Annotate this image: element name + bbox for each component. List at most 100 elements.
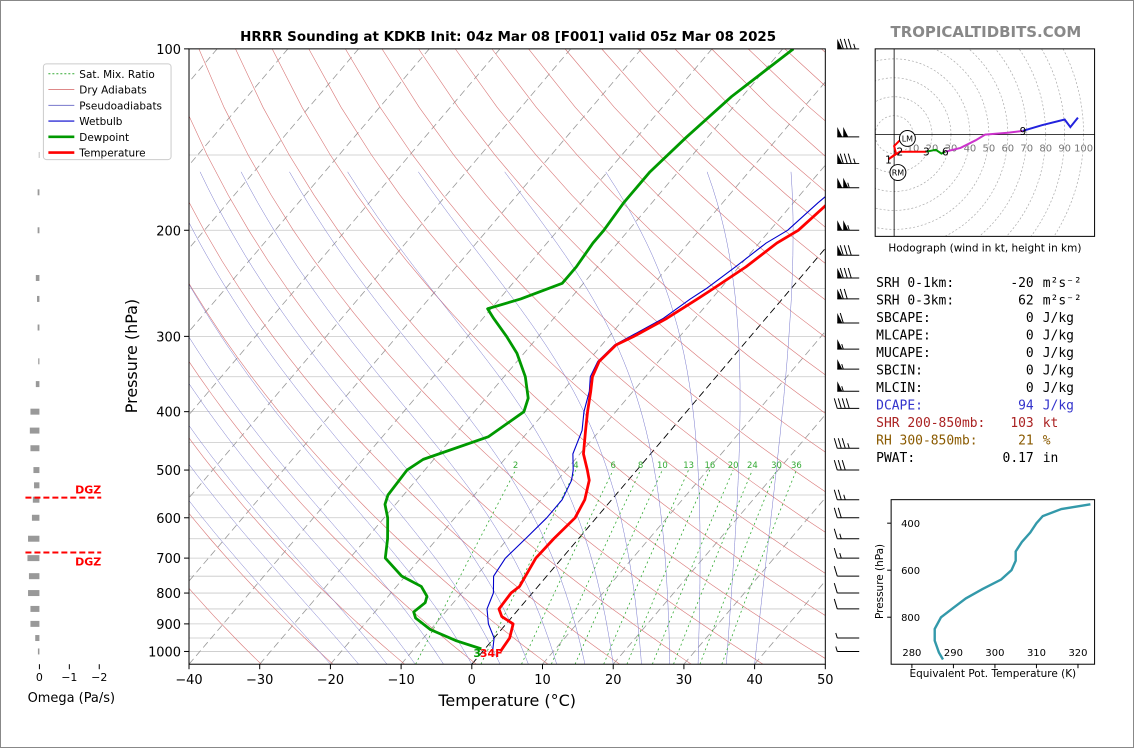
stat-value: 0 [1026, 329, 1034, 344]
barb-flag [843, 288, 848, 300]
omega-bar [37, 227, 40, 234]
stat-unit: kt [1043, 416, 1059, 431]
stat-unit: % [1043, 433, 1051, 448]
isotherm [189, 48, 359, 249]
mixing-ratio-line [550, 469, 641, 665]
stat-unit: m²s⁻² [1043, 276, 1082, 291]
stat-value: 0 [1026, 311, 1034, 326]
wind-barb [833, 459, 860, 471]
wind-barb [833, 566, 860, 577]
barb-flag [839, 38, 844, 50]
barb-pennant [837, 126, 843, 137]
isotherm [189, 48, 713, 665]
wind-barb [837, 245, 860, 256]
barb-pennant [837, 339, 843, 350]
hodograph-segment [926, 148, 946, 155]
barb-flag [843, 153, 848, 164]
omega-bar [28, 573, 40, 580]
skewt-plot-frame [189, 48, 826, 665]
theta-e-x-axis-label: Equivalent Pot. Temperature (K) [910, 668, 1077, 680]
omega-bar [34, 482, 40, 489]
x-tick-label: 30 [676, 673, 692, 688]
barb-flag [841, 398, 846, 409]
moist-adiabat [240, 171, 557, 665]
x-tick-label: −40 [175, 673, 202, 688]
y-tick-label: 800 [156, 587, 181, 602]
dewpoint-line [383, 48, 795, 651]
barb-pennant [837, 38, 843, 49]
legend-label: Pseudoadiabats [79, 100, 162, 112]
omega-x-axis-label: Omega (Pa/s) [28, 691, 115, 706]
surface-temperature-label: 34F [480, 647, 503, 660]
wind-barb [837, 267, 860, 279]
barb-flag [843, 267, 848, 279]
isotherm [330, 81, 826, 665]
hodograph-rings: 10 20 30 40 50 60 70 80 90 100 [875, 48, 1095, 237]
wind-barb [837, 38, 860, 50]
barb-half [841, 386, 844, 392]
surface-labels: 3 34F [473, 647, 502, 660]
omega-bar [28, 590, 40, 597]
barb-flag [837, 459, 842, 471]
hodograph-ring-label: 30 [945, 144, 958, 155]
y-tick-label: 500 [156, 464, 181, 479]
barb-flag [833, 459, 838, 471]
stat-unit: J/kg [1043, 398, 1074, 413]
barb-pennant [843, 126, 849, 137]
mixing-ratio-label: 20 [728, 460, 739, 470]
omega-bar [29, 427, 40, 434]
theta-e-ticks: 280 290 300 310 320 400 600 800 [887, 519, 1087, 669]
mixing-ratio-line [603, 469, 689, 665]
barb-pennant [837, 359, 843, 370]
barb-half [839, 533, 842, 539]
mixing-ratio-line [699, 469, 777, 665]
wetbulb-line [486, 195, 826, 652]
dry-adiabat [381, 48, 826, 493]
hodograph-height-label: 3 [923, 147, 930, 159]
isotherm [471, 247, 826, 665]
hodograph-segment [945, 129, 1024, 153]
moist-adiabat [189, 383, 416, 665]
barb-pennant [843, 177, 849, 188]
theta-e-x-tick-label: 300 [985, 648, 1004, 659]
omega-tick-label: −2 [91, 671, 107, 684]
mixing-ratio-line [626, 469, 711, 665]
omega-bar [38, 151, 40, 158]
omega-bar [35, 274, 40, 281]
stat-label: MUCAPE: [876, 346, 931, 361]
chart-title: HRRR Sounding at KDKB Init: 04z Mar 08 [… [240, 30, 776, 45]
stat-row: SBCAPE: 0 J/kg [876, 311, 1074, 326]
wind-barbs [833, 38, 860, 652]
omega-bar [31, 514, 40, 521]
mixing-ratio-line [521, 469, 614, 665]
stat-unit: J/kg [1043, 363, 1074, 378]
y-tick-label: 900 [156, 618, 181, 633]
stat-value: 0 [1026, 363, 1034, 378]
x-tick-label: 40 [746, 673, 762, 688]
dry-adiabat [491, 48, 826, 376]
moist-adiabat [605, 171, 701, 665]
x-tick-label: 10 [534, 673, 550, 688]
skewt-y-axis-label: Pressure (hPa) [122, 299, 141, 413]
legend-label: Sat. Mix. Ratio [79, 69, 155, 81]
barb-flag [837, 398, 842, 409]
hodograph-height-label: 1 [885, 154, 892, 166]
stat-label: MLCIN: [876, 381, 923, 396]
isotherm [189, 48, 430, 333]
storm-motion-label: LM [902, 134, 913, 143]
omega-bar [37, 295, 40, 302]
wind-barb [833, 582, 860, 594]
legend-label: Dry Adiabats [79, 85, 146, 97]
barb-flag [841, 459, 846, 471]
stat-row: MLCIN: 0 J/kg [876, 381, 1074, 396]
hodograph-ring-label: 50 [983, 144, 996, 155]
barb-flag [833, 598, 838, 610]
skewt-plot: 2 4 6 8 10 13 16 20 24 30 36 100200300400500600700… [122, 43, 834, 710]
mixing-ratio-label: 24 [747, 460, 758, 470]
mixing-ratio-line [673, 469, 753, 665]
skewt-x-ticks: −40 −30 −20 −10 0 10 20 30 40 50 [175, 664, 834, 688]
y-tick-label: 300 [156, 330, 181, 345]
barb-flag [847, 38, 852, 50]
legend-label: Dewpoint [79, 132, 129, 144]
